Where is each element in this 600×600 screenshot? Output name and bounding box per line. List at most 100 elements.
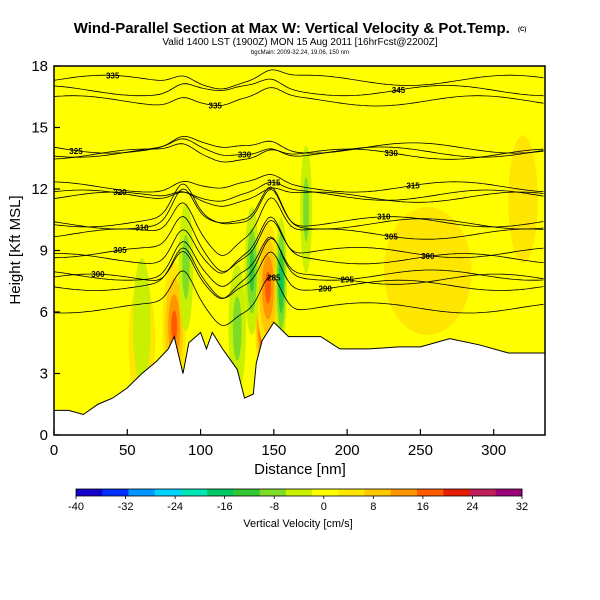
colorbar: -40 -32 -24 -16 -8 0 8 16 24 32 (68, 488, 528, 513)
isentrope-label-17: 285 (267, 273, 281, 282)
isentrope-label-10: 310 (377, 213, 391, 222)
colorbar-tick-label-1: -32 (118, 501, 134, 513)
updraft-cell-0-level-3 (171, 310, 178, 343)
colorbar-swatch-13 (417, 489, 444, 496)
chart-title: Wind-Parallel Section at Max W: Vertical… (74, 20, 527, 37)
isentrope-label-13: 300 (91, 270, 105, 279)
colorbar-tick-label-5: 0 (321, 501, 327, 513)
colorbar-swatch-11 (364, 489, 392, 496)
isentrope-8 (54, 174, 544, 193)
colorbar-swatch-10 (338, 489, 366, 496)
colorbar-tick-label-4: -8 (269, 501, 279, 513)
y-tick-label-3: 9 (40, 243, 48, 260)
title-mark: (C) (518, 27, 526, 33)
chart-subtitle: Valid 1400 LST (1900Z) MON 15 Aug 2011 [… (162, 37, 438, 48)
colorbar-tick-label-7: 16 (417, 501, 429, 513)
y-tick-label-2: 6 (40, 304, 48, 321)
isentrope-label-11: 305 (113, 246, 127, 255)
colorbar-swatch-3 (154, 489, 182, 496)
isentrope-7 (54, 181, 544, 202)
colorbar-swatch-16 (495, 489, 523, 496)
isentrope-label-16: 290 (318, 285, 332, 294)
colorbar-swatch-4 (180, 489, 208, 496)
y-tick-label-1: 3 (40, 366, 48, 383)
colorbar-swatch-1 (102, 489, 129, 496)
x-tick-label-0: 0 (50, 442, 58, 459)
downdraft-cell-3-level-1 (303, 177, 310, 242)
downdraft-cell-5-level-1 (232, 296, 242, 361)
isentrope-12 (54, 197, 544, 256)
isentrope-label-6: 320 (113, 188, 127, 197)
x-axis-ticks: 0 50 100 150 200 250 300 (50, 429, 506, 459)
chart-subtitle-2: bgcMain: 2009-32.24, 19.06, 150 nm (251, 50, 349, 56)
colorbar-tick-label-8: 24 (466, 501, 478, 513)
y-tick-label-4: 12 (31, 181, 48, 198)
isentrope-1 (54, 87, 544, 107)
isentrope-label-2: 345 (392, 86, 406, 95)
isentrope-17 (54, 270, 544, 326)
y-axis-label: Height [Kft MSL] (7, 195, 24, 304)
colorbar-swatch-15 (469, 489, 497, 496)
isentrope-labels: 335 335 345 325 330 330 320 315 315 310 310 305 305 3… (69, 71, 435, 293)
isentrope-label-7: 315 (267, 178, 281, 187)
x-tick-label-4: 200 (335, 442, 360, 459)
colorbar-tick-label-9: 32 (516, 501, 528, 513)
colorbar-frame (75, 488, 523, 497)
colorbar-swatch-0 (76, 489, 103, 496)
colorbar-tick-label-3: -16 (217, 501, 233, 513)
colorbar-swatch-6 (233, 489, 261, 496)
isentrope-label-8: 315 (406, 181, 420, 190)
colorbar-swatch-5 (207, 489, 234, 496)
downdraft-cell-4-level-0 (133, 258, 151, 387)
isentrope-13 (54, 237, 544, 300)
colorbar-swatch-12 (390, 489, 418, 496)
colorbar-tick-label-0: -40 (68, 501, 84, 513)
y-tick-label-5: 15 (31, 120, 48, 137)
isentrope-label-9: 310 (135, 224, 149, 233)
isentrope-label-3: 325 (69, 147, 83, 156)
colorbar-swatch-8 (285, 489, 313, 496)
isentrope-lines (54, 69, 544, 326)
isentrope-15 (54, 236, 544, 287)
isentrope-label-14: 300 (421, 252, 435, 261)
x-tick-label-3: 150 (261, 442, 286, 459)
x-tick-label-5: 250 (408, 442, 433, 459)
y-tick-label-6: 18 (31, 58, 48, 75)
colorbar-swatch-7 (259, 489, 287, 496)
isentrope-4 (54, 138, 544, 158)
isentrope-9 (54, 186, 544, 230)
isentrope-label-4: 330 (238, 151, 252, 160)
colorbar-tick-label-6: 8 (370, 501, 376, 513)
plot-area: 335 335 345 325 330 330 320 315 315 310 310 305 305 3… (54, 66, 545, 435)
colorbar-swatch-14 (443, 489, 471, 496)
colorbar-label: Vertical Velocity [cm/s] (243, 518, 352, 530)
x-tick-label-6: 300 (481, 442, 506, 459)
isentrope-label-1: 335 (209, 101, 223, 110)
isentrope-5 (54, 143, 544, 163)
isentrope-6 (54, 187, 544, 207)
updraft-cell-4-level-0 (508, 135, 538, 264)
colorbar-tick-label-2: -24 (167, 501, 183, 513)
isentrope-10 (54, 183, 544, 228)
isentrope-3 (54, 136, 544, 154)
isentrope-0 (54, 69, 544, 90)
updraft-cell-5-level-0 (383, 207, 472, 335)
downdraft-cell-0-level-1 (182, 234, 190, 299)
isentrope-14 (54, 216, 544, 274)
isentrope-label-15: 295 (340, 276, 354, 285)
isentrope-2 (54, 78, 544, 97)
isentrope-label-12: 305 (384, 232, 398, 241)
x-axis-label: Distance [nm] (254, 461, 346, 478)
colorbar-swatch-2 (128, 489, 156, 496)
isentrope-label-0: 335 (106, 71, 120, 80)
x-tick-label-1: 50 (119, 442, 136, 459)
isentrope-16 (54, 247, 544, 299)
y-axis-ticks: 0 3 6 9 12 15 18 (31, 58, 60, 444)
isentrope-label-5: 330 (384, 149, 398, 158)
colorbar-swatch-9 (312, 489, 339, 496)
terrain (54, 321, 545, 435)
isentrope-11 (54, 215, 544, 272)
y-tick-label-0: 0 (40, 427, 48, 444)
x-tick-label-2: 100 (188, 442, 213, 459)
